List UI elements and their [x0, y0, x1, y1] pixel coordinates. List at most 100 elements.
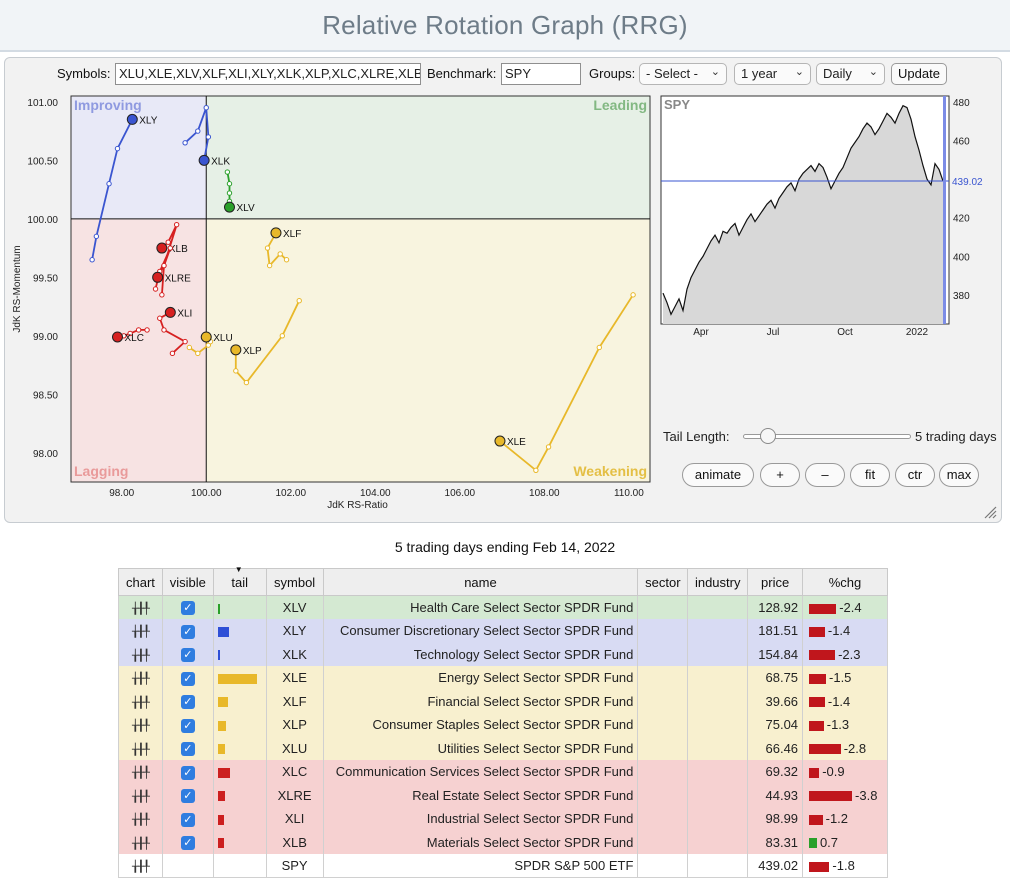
candlestick-chart-icon[interactable]: ╁╂╀ — [132, 696, 150, 709]
series-xlv[interactable]: XLV — [223, 169, 255, 214]
head-point[interactable] — [494, 435, 506, 447]
head-point[interactable] — [223, 201, 235, 213]
fit-button[interactable]: fit — [850, 463, 890, 487]
candlestick-chart-icon[interactable]: ╁╂╀ — [132, 720, 150, 733]
visible-checkbox[interactable]: ✓ — [180, 836, 195, 851]
zoom-in-button[interactable]: + — [760, 463, 800, 487]
series-xly[interactable]: XLY — [89, 113, 158, 263]
table-row[interactable]: ╁╂╀ ✓ XLB Materials Select Sector SPDR Fund… — [118, 830, 888, 854]
row-chart-cell[interactable]: ╁╂╀ — [118, 760, 163, 784]
series-xlk[interactable]: XLK — [182, 104, 230, 167]
candlestick-chart-icon[interactable]: ╁╂╀ — [132, 626, 150, 639]
table-row[interactable]: ╁╂╀ ✓ XLF Financial Select Sector SPDR Fund… — [118, 689, 888, 713]
col-price-header[interactable]: price — [747, 568, 804, 596]
row-visible-cell[interactable]: ✓ — [161, 783, 214, 807]
tail-length-slider[interactable] — [743, 428, 911, 444]
candlestick-chart-icon[interactable]: ╁╂╀ — [132, 649, 150, 662]
table-row[interactable]: ╁╂╀ ✓ XLE Energy Select Sector SPDR Fund 68.… — [118, 666, 888, 690]
series-xlb[interactable]: XLB — [156, 221, 188, 298]
candlestick-chart-icon[interactable]: ╁╂╀ — [132, 790, 150, 803]
series-xlre[interactable]: XLRE — [152, 245, 191, 292]
slider-handle[interactable] — [760, 428, 776, 444]
series-xli[interactable]: XLI — [157, 306, 193, 357]
series-xlc[interactable]: XLC — [111, 327, 150, 344]
row-chart-cell[interactable]: ╁╂╀ — [118, 807, 163, 831]
row-visible-cell[interactable]: ✓ — [161, 713, 214, 737]
visible-checkbox[interactable]: ✓ — [180, 718, 195, 733]
head-point[interactable] — [152, 271, 164, 283]
update-button[interactable]: Update — [891, 63, 947, 85]
candlestick-chart-icon[interactable]: ╁╂╀ — [132, 743, 150, 756]
row-visible-cell[interactable]: ✓ — [161, 736, 214, 760]
row-chart-cell[interactable]: ╁╂╀ — [118, 830, 163, 854]
col-chart-header[interactable]: chart — [118, 568, 163, 596]
candlestick-chart-icon[interactable]: ╁╂╀ — [132, 603, 150, 615]
head-point[interactable] — [156, 242, 168, 254]
table-row[interactable]: ╁╂╀ SPY SPDR S&P 500 ETF 439.02 -1.8 — [118, 854, 888, 878]
candlestick-chart-icon[interactable]: ╁╂╀ — [132, 673, 150, 686]
series-xlf[interactable]: XLF — [264, 227, 301, 269]
row-chart-cell[interactable]: ╁╂╀ — [118, 736, 163, 760]
candlestick-chart-icon[interactable]: ╁╂╀ — [132, 837, 150, 850]
animate-button[interactable]: animate — [682, 463, 754, 487]
visible-checkbox[interactable]: ✓ — [180, 789, 195, 804]
visible-checkbox[interactable]: ✓ — [180, 812, 195, 827]
head-point[interactable] — [230, 344, 242, 356]
center-button[interactable]: ctr — [895, 463, 935, 487]
head-point[interactable] — [111, 331, 123, 343]
candlestick-chart-icon[interactable]: ╁╂╀ — [132, 767, 150, 780]
col-visible-header[interactable]: visible — [161, 568, 214, 596]
row-visible-cell[interactable] — [161, 854, 214, 878]
head-point[interactable] — [198, 154, 210, 166]
row-chart-cell[interactable]: ╁╂╀ — [118, 642, 163, 666]
row-visible-cell[interactable]: ✓ — [161, 666, 214, 690]
row-visible-cell[interactable]: ✓ — [161, 830, 214, 854]
table-row[interactable]: ╁╂╀ ✓ XLY Consumer Discretionary Select Sec… — [118, 619, 888, 643]
table-row[interactable]: ╁╂╀ ✓ XLK Technology Select Sector SPDR Fun… — [118, 642, 888, 666]
col-symbol-header[interactable]: symbol — [265, 568, 324, 596]
groups-select[interactable]: - Select - ⌄ — [639, 63, 727, 85]
row-visible-cell[interactable]: ✓ — [161, 760, 214, 784]
table-row[interactable]: ╁╂╀ ✓ XLRE Real Estate Select Sector SPDR F… — [118, 783, 888, 807]
head-point[interactable] — [126, 113, 138, 125]
period-select[interactable]: 1 year ⌄ — [734, 63, 811, 85]
col-tail-header[interactable]: ▼ tail — [212, 565, 267, 596]
row-visible-cell[interactable]: ✓ — [161, 689, 214, 713]
zoom-out-button[interactable]: – — [805, 463, 845, 487]
head-point[interactable] — [164, 306, 176, 318]
visible-checkbox[interactable]: ✓ — [180, 624, 195, 639]
row-visible-cell[interactable]: ✓ — [161, 807, 214, 831]
interval-select[interactable]: Daily ⌄ — [816, 63, 885, 85]
head-point[interactable] — [200, 331, 212, 343]
row-visible-cell[interactable]: ✓ — [161, 595, 214, 619]
row-visible-cell[interactable]: ✓ — [161, 642, 214, 666]
series-xlu[interactable]: XLU — [186, 331, 233, 357]
visible-checkbox[interactable]: ✓ — [180, 695, 195, 710]
benchmark-input[interactable]: SPY — [501, 63, 581, 85]
candlestick-chart-icon[interactable]: ╁╂╀ — [132, 814, 150, 827]
table-row[interactable]: ╁╂╀ ✓ XLV Health Care Select Sector SPDR Fu… — [118, 595, 888, 619]
col-chg-header[interactable]: %chg — [802, 568, 888, 596]
max-button[interactable]: max — [939, 463, 979, 487]
resize-handle-icon[interactable] — [983, 505, 997, 519]
row-chart-cell[interactable]: ╁╂╀ — [118, 713, 163, 737]
series-xlp[interactable]: XLP — [230, 297, 302, 386]
row-visible-cell[interactable]: ✓ — [161, 619, 214, 643]
row-chart-cell[interactable]: ╁╂╀ — [118, 619, 163, 643]
table-row[interactable]: ╁╂╀ ✓ XLC Communication Services Select Sec… — [118, 760, 888, 784]
symbols-input[interactable]: XLU,XLE,XLV,XLF,XLI,XLY,XLK,XLP,XLC,XLRE… — [115, 63, 421, 85]
table-row[interactable]: ╁╂╀ ✓ XLI Industrial Select Sector SPDR Fun… — [118, 807, 888, 831]
visible-checkbox[interactable]: ✓ — [180, 742, 195, 757]
table-row[interactable]: ╁╂╀ ✓ XLU Utilities Select Sector SPDR Fund… — [118, 736, 888, 760]
row-chart-cell[interactable]: ╁╂╀ — [118, 689, 163, 713]
visible-checkbox[interactable]: ✓ — [180, 765, 195, 780]
head-point[interactable] — [270, 227, 282, 239]
col-sector-header[interactable]: sector — [637, 568, 689, 596]
visible-checkbox[interactable]: ✓ — [180, 671, 195, 686]
table-row[interactable]: ╁╂╀ ✓ XLP Consumer Staples Select Sector SP… — [118, 713, 888, 737]
row-chart-cell[interactable]: ╁╂╀ — [118, 595, 163, 619]
row-chart-cell[interactable]: ╁╂╀ — [118, 666, 163, 690]
series-xle[interactable]: XLE — [494, 292, 636, 474]
visible-checkbox[interactable]: ✓ — [180, 601, 195, 616]
row-chart-cell[interactable]: ╁╂╀ — [118, 854, 163, 878]
